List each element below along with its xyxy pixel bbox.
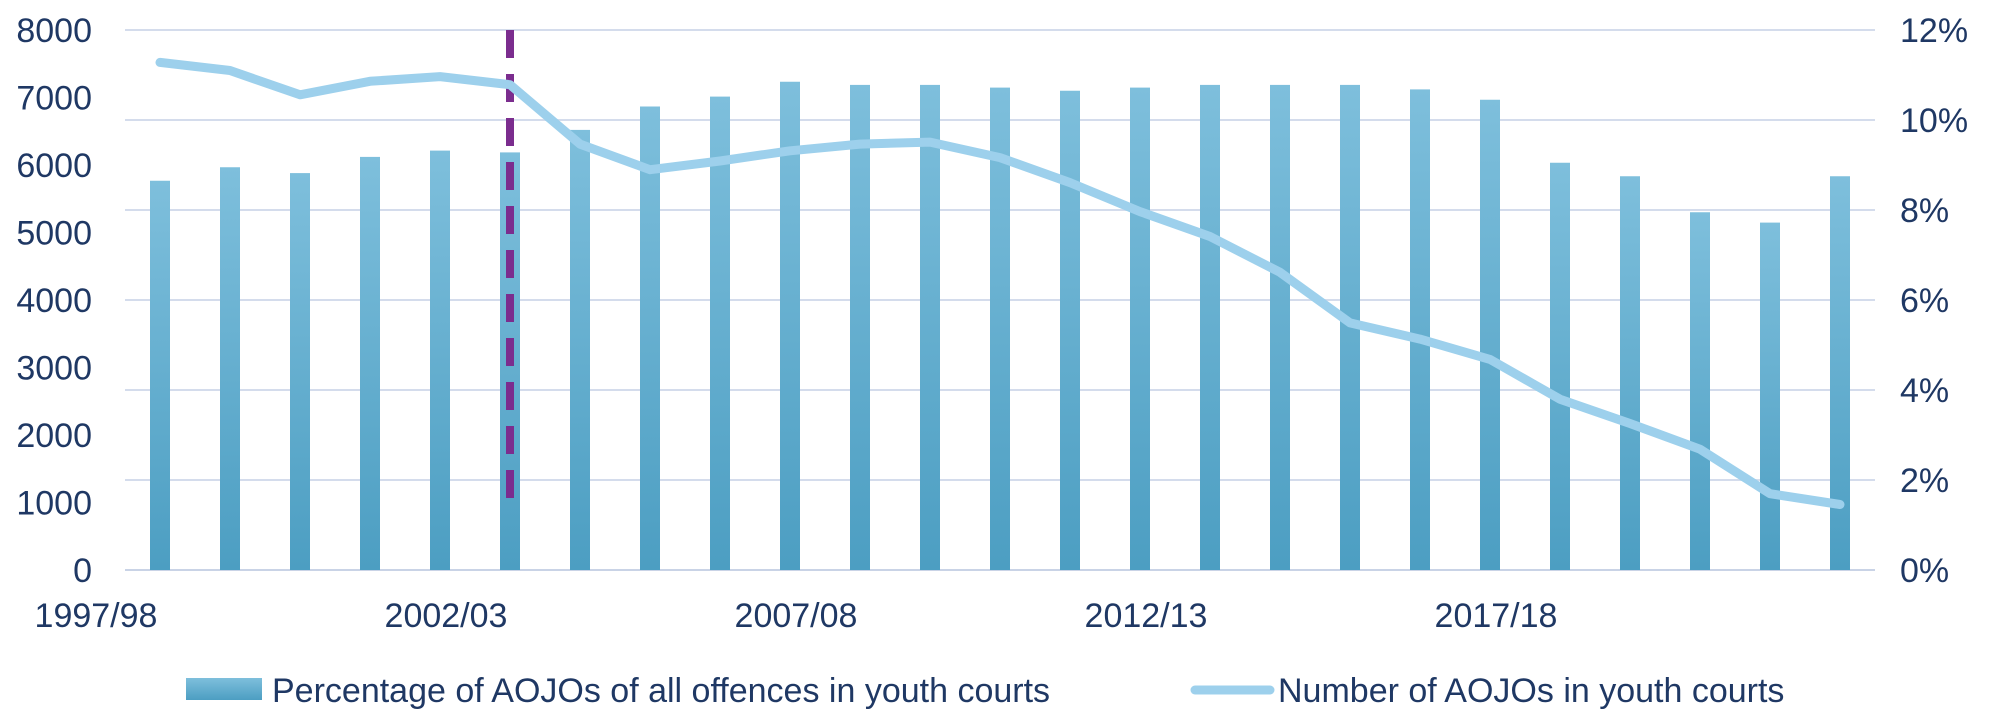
x-tick-label: 2017/18 — [1435, 597, 1558, 635]
bar — [1200, 84, 1220, 571]
legend-swatch-bar — [186, 678, 262, 700]
bar-series — [150, 81, 1850, 571]
left-tick-label: 6000 — [16, 147, 92, 185]
right-tick-label: 8% — [1900, 192, 1949, 230]
x-tick-label: 2002/03 — [385, 597, 508, 635]
bar — [220, 167, 240, 570]
left-tick-label: 1000 — [16, 485, 92, 523]
bar — [290, 173, 310, 570]
bar — [1620, 176, 1640, 570]
bar — [920, 84, 940, 571]
left-tick-label: 0 — [73, 552, 92, 590]
left-tick-label: 5000 — [16, 215, 92, 253]
x-tick-label: 2012/13 — [1085, 597, 1208, 635]
right-tick-label: 4% — [1900, 372, 1949, 410]
left-tick-label: 8000 — [16, 12, 92, 50]
left-tick-label: 3000 — [16, 350, 92, 388]
bar — [570, 129, 590, 570]
bar — [150, 180, 170, 570]
left-tick-label: 4000 — [16, 282, 92, 320]
left-tick-label: 7000 — [16, 80, 92, 118]
legend-label-bar: Percentage of AOJOs of all offences in y… — [272, 672, 1050, 710]
line-series — [155, 57, 1845, 509]
legend-label-line: Number of AOJOs in youth courts — [1278, 672, 1784, 710]
bar — [990, 87, 1010, 570]
axes: 0 1000 2000 3000 4000 5000 6000 7000 8000 0% 2% 4% 6… — [16, 12, 1968, 635]
bar — [1550, 162, 1570, 570]
bar — [1480, 99, 1500, 570]
right-tick-label: 12% — [1900, 12, 1968, 50]
bar — [710, 96, 730, 570]
x-tick-label: 1997/98 — [35, 597, 158, 635]
left-tick-label: 2000 — [16, 417, 92, 455]
bar — [640, 106, 660, 570]
right-tick-label: 10% — [1900, 102, 1968, 140]
bar — [1270, 84, 1290, 571]
bar — [1410, 89, 1430, 571]
right-tick-label: 0% — [1900, 552, 1949, 590]
bar — [1690, 212, 1710, 570]
x-tick-label: 2007/08 — [735, 597, 858, 635]
right-tick-label: 6% — [1900, 282, 1949, 320]
right-tick-label: 2% — [1900, 462, 1949, 500]
bar — [1130, 87, 1150, 570]
bar — [1760, 222, 1780, 570]
bar — [430, 150, 450, 570]
bar — [780, 81, 800, 570]
legend: Percentage of AOJOs of all offences in y… — [186, 672, 1784, 710]
bar — [850, 84, 870, 571]
bar — [360, 156, 380, 570]
series-line — [155, 57, 1845, 509]
bar — [1060, 90, 1080, 570]
bar — [1830, 176, 1850, 570]
